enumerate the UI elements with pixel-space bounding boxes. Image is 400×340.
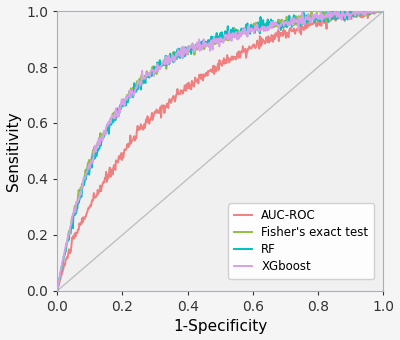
- Fisher's exact test: [322, 11, 327, 15]
- RF: [328, 9, 332, 13]
- RF: [381, 9, 386, 13]
- Fisher's exact test: [374, 10, 379, 14]
- Line: Fisher's exact test: Fisher's exact test: [57, 11, 384, 291]
- RF: [55, 289, 60, 293]
- AUC-ROC: [231, 55, 236, 59]
- Fisher's exact test: [334, 9, 339, 13]
- Fisher's exact test: [55, 289, 60, 293]
- RF: [322, 15, 327, 19]
- Line: XGboost: XGboost: [57, 11, 384, 291]
- RF: [212, 35, 216, 39]
- X-axis label: 1-Specificity: 1-Specificity: [173, 320, 268, 335]
- RF: [249, 22, 254, 27]
- RF: [231, 29, 236, 33]
- RF: [210, 39, 214, 44]
- AUC-ROC: [339, 9, 344, 13]
- Legend: AUC-ROC, Fisher's exact test, RF, XGboost: AUC-ROC, Fisher's exact test, RF, XGboos…: [228, 203, 374, 279]
- Fisher's exact test: [212, 41, 216, 46]
- AUC-ROC: [322, 20, 327, 24]
- AUC-ROC: [249, 47, 254, 51]
- Fisher's exact test: [231, 34, 236, 38]
- XGboost: [55, 289, 60, 293]
- AUC-ROC: [374, 9, 379, 13]
- RF: [374, 9, 379, 13]
- Fisher's exact test: [381, 9, 386, 13]
- AUC-ROC: [55, 289, 60, 293]
- XGboost: [210, 45, 214, 49]
- AUC-ROC: [210, 70, 214, 74]
- AUC-ROC: [212, 72, 216, 76]
- Y-axis label: Sensitivity: Sensitivity: [6, 111, 20, 191]
- XGboost: [212, 36, 216, 40]
- Line: RF: RF: [57, 11, 384, 291]
- XGboost: [374, 9, 379, 13]
- XGboost: [326, 9, 331, 13]
- Line: AUC-ROC: AUC-ROC: [57, 11, 384, 291]
- AUC-ROC: [381, 9, 386, 13]
- XGboost: [322, 15, 327, 19]
- XGboost: [249, 29, 254, 33]
- Fisher's exact test: [249, 28, 254, 32]
- Fisher's exact test: [210, 40, 214, 44]
- XGboost: [381, 9, 386, 13]
- XGboost: [231, 31, 236, 35]
